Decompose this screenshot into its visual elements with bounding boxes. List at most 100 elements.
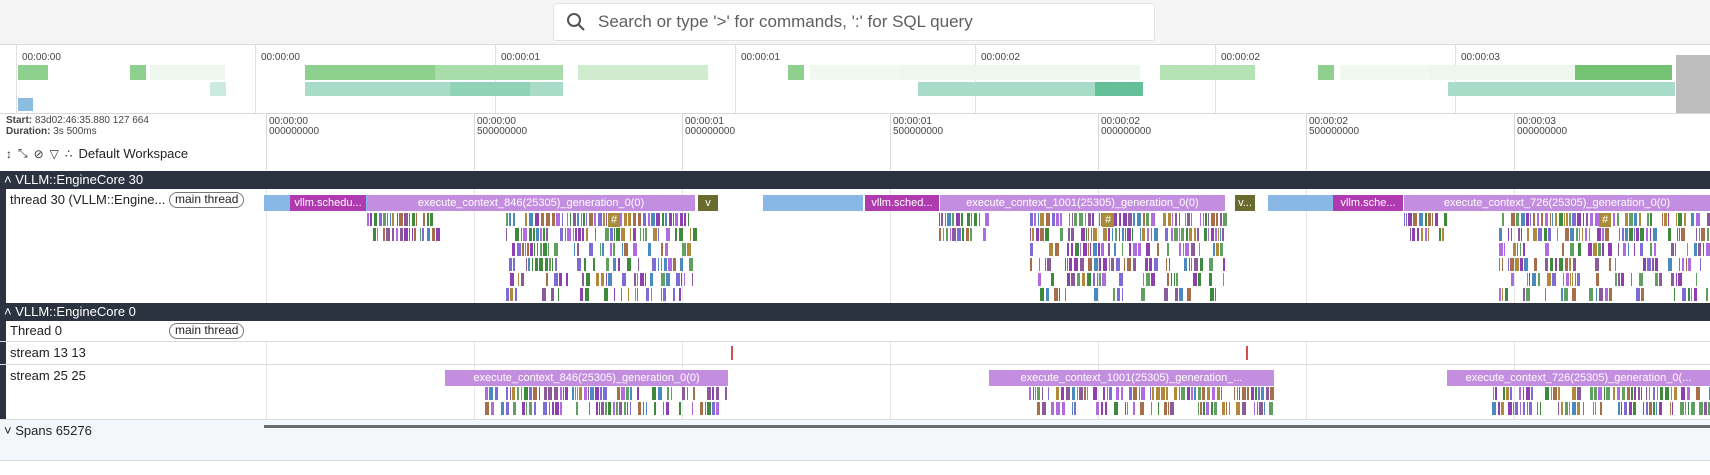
sub-slice (1151, 273, 1155, 286)
sub-slice (600, 387, 602, 400)
slice[interactable]: vllm.sche... (1333, 195, 1403, 211)
collapse-all-icon[interactable]: ⤡ (18, 146, 28, 160)
sub-slice (688, 213, 689, 226)
sub-slice (1520, 258, 1523, 271)
sub-slice (1119, 228, 1120, 241)
overview-timeline[interactable]: 00:00:00 00:00:00 00:00:01 00:00:01 00:0… (0, 45, 1710, 114)
track-lane-thread0[interactable] (251, 321, 1710, 341)
sub-slice (1074, 213, 1077, 226)
group-title: ˅ Spans 65276 (4, 423, 92, 438)
sub-slice (586, 273, 590, 286)
slice[interactable]: vllm.sched... (865, 195, 939, 211)
slice[interactable]: execute_context_846(25305)_generation_0(… (445, 370, 728, 386)
group-header-enginecore-0[interactable]: ˄ VLLM::EngineCore 0 (0, 303, 1710, 321)
sub-slice (1406, 213, 1407, 226)
slice[interactable]: execute_context_846(25305)_generation_0(… (367, 195, 695, 211)
expand-all-icon[interactable]: ↕ (6, 146, 12, 161)
slice[interactable]: execute_context_726(25305)_generation_0(… (1447, 370, 1710, 386)
track-lane-spans[interactable] (251, 420, 1710, 460)
sub-slice (661, 273, 665, 286)
sub-slice (1649, 402, 1652, 415)
sub-slice (624, 213, 627, 226)
time-ruler[interactable]: 00:00:00 000000000 00:00:00 500000000 00:0… (251, 114, 1710, 170)
sub-slice (1111, 258, 1114, 271)
grid-line (890, 365, 891, 419)
track-lane-stream13[interactable] (251, 342, 1710, 364)
slice[interactable]: vllm.schedu... (290, 195, 366, 211)
slice[interactable]: execute_context_1001(25305)_generation_0… (940, 195, 1225, 211)
sub-slice (1691, 402, 1695, 415)
sub-slice (506, 228, 507, 241)
overview-viewport-handle[interactable] (1676, 55, 1710, 113)
track-lane-thread30[interactable]: vllm.schedu... execute_context_846(25305)… (251, 189, 1710, 303)
slice[interactable]: execute_context_726(25305)_generation_0(… (1404, 195, 1710, 211)
slice[interactable]: execute_context_1001(25305)_generation_.… (989, 370, 1274, 386)
sub-slice (1060, 228, 1063, 241)
sub-slice (1696, 387, 1700, 400)
group-indent-bar (0, 189, 6, 303)
sub-slice (983, 228, 986, 241)
sub-slice (1164, 402, 1167, 415)
workspace-name[interactable]: Default Workspace (78, 146, 189, 161)
sub-slice (1623, 243, 1626, 256)
overview-label: 00:00:00 (22, 52, 61, 63)
track-shell-thread30[interactable]: thread 30 (VLLM::Engine... main thread (6, 189, 252, 303)
sub-slice (1516, 213, 1519, 226)
sub-slice (1125, 402, 1126, 415)
sub-slice (1579, 228, 1580, 241)
sub-slice (1216, 213, 1218, 226)
sub-slice (1631, 387, 1633, 400)
overview-block (1448, 82, 1675, 96)
sub-slice (544, 387, 547, 400)
sub-slice (605, 402, 607, 415)
overview-label: 00:00:01 (501, 52, 540, 63)
slice[interactable]: v... (1235, 195, 1255, 211)
sub-slice (1575, 273, 1576, 286)
sub-slice (1657, 387, 1658, 400)
sub-slice (661, 288, 662, 301)
slice[interactable]: v (698, 195, 718, 211)
workspace-icon[interactable]: ∴ (64, 146, 73, 161)
sub-slice (552, 402, 554, 415)
sub-slice (1164, 288, 1168, 301)
sub-slice (627, 402, 628, 415)
sub-slice (1593, 243, 1597, 256)
sub-slice (567, 213, 568, 226)
filter-icon[interactable]: ▽ (49, 146, 59, 161)
sub-slice (962, 228, 964, 241)
search-input[interactable] (598, 10, 1138, 34)
sub-slice (648, 243, 651, 256)
sub-slice (1408, 213, 1412, 226)
search-icon (567, 13, 585, 31)
track-shell-thread0[interactable]: Thread 0 main thread (6, 321, 252, 341)
sub-slice (682, 387, 685, 400)
sub-slice (513, 258, 515, 271)
sub-slice (1246, 346, 1248, 360)
sub-slice (1634, 243, 1635, 256)
unpin-icon[interactable]: ⊘ (33, 146, 44, 161)
sub-slice (1189, 258, 1190, 271)
track-lane-stream25[interactable]: execute_context_846(25305)_generation_0(… (251, 365, 1710, 419)
track-shell-spans[interactable]: ˅ Spans 65276 (0, 420, 252, 460)
omnibox[interactable] (554, 4, 1154, 40)
sub-slice (1557, 228, 1558, 241)
sub-slice (556, 213, 560, 226)
sub-slice (1141, 288, 1145, 301)
sub-slice (534, 243, 535, 256)
sub-slice (731, 346, 733, 360)
sub-slice (1583, 213, 1584, 226)
sub-slice (1502, 258, 1503, 271)
group-header-enginecore-30[interactable]: ˄ VLLM::EngineCore 30 (0, 171, 1710, 189)
sub-slice (1052, 213, 1055, 226)
sub-slice (423, 213, 425, 226)
sub-slice (646, 288, 649, 301)
sub-slice (967, 213, 970, 226)
sub-slice (1615, 273, 1617, 286)
sub-slice (1671, 243, 1674, 256)
sub-slice (1664, 213, 1667, 226)
track-area[interactable]: ˄ VLLM::EngineCore 30 thread 30 (VLLM::E… (0, 171, 1710, 475)
sub-slice (1577, 402, 1580, 415)
sub-slice (1172, 213, 1173, 226)
track-shell-stream13[interactable]: stream 13 13 (6, 342, 252, 364)
track-shell-stream25[interactable]: stream 25 25 (6, 365, 252, 419)
